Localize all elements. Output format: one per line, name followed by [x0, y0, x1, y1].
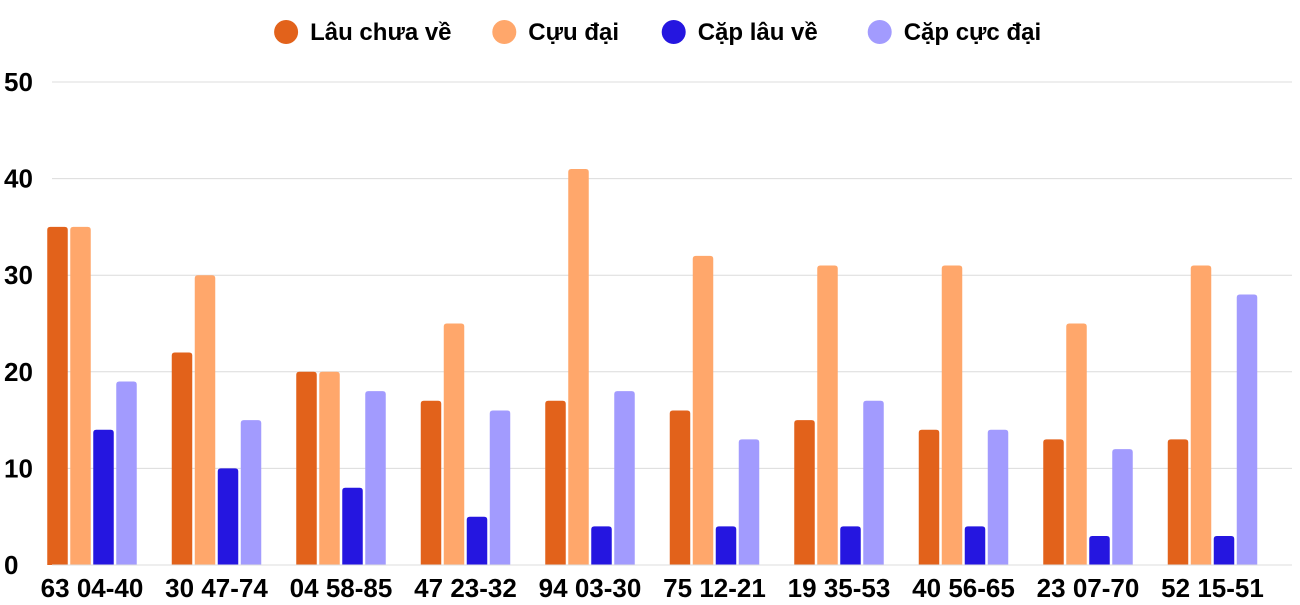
y-tick-label: 0: [4, 550, 18, 580]
bar-3-2: [217, 468, 239, 565]
x-tick-label: 04 58-85: [290, 573, 393, 600]
bar-4-1: [116, 381, 137, 565]
legend-label: Lâu chưa về: [310, 19, 451, 46]
x-tick-label: 30 47-74: [165, 573, 268, 600]
bar-2-5: [568, 168, 589, 565]
bar-2-3: [319, 371, 340, 565]
y-tick-label: 20: [4, 357, 33, 387]
bar-1-10: [1167, 439, 1189, 565]
legend: Lâu chưa về Cựu đại Cặp lâu về Cặp cực đại: [274, 19, 1041, 46]
x-tick-label: 19 35-53: [788, 573, 891, 600]
legend-swatch: [867, 20, 892, 44]
x-tick-label: 52 15-51: [1161, 573, 1264, 600]
bar-2-8: [941, 265, 963, 565]
bar-1-3: [296, 371, 317, 565]
bar-1-6: [669, 410, 691, 565]
x-tick-label: 47 23-32: [414, 573, 517, 600]
bar-1-5: [545, 400, 566, 565]
y-tick-label: 10: [4, 453, 33, 483]
bar-3-10: [1213, 536, 1235, 565]
legend-item: Lâu chưa về: [274, 19, 452, 46]
bar-2-1: [70, 226, 91, 565]
y-tick-label: 40: [4, 164, 33, 194]
x-tick-label: 75 12-21: [663, 573, 766, 600]
bar-3-8: [964, 526, 986, 565]
y-tick-label: 30: [4, 260, 33, 290]
bar-1-1: [47, 226, 68, 565]
bar-1-4: [420, 400, 442, 565]
bar-3-7: [840, 526, 861, 565]
bar-3-1: [93, 429, 114, 565]
bar-2-4: [443, 323, 465, 565]
y-tick-label: 50: [4, 67, 33, 97]
bar-4-3: [365, 391, 386, 565]
grid-lines: [52, 81, 1292, 469]
legend-swatch: [492, 20, 517, 44]
x-tick-label: 63 04-40: [41, 573, 144, 600]
legend-item: Cặp lâu về: [661, 19, 818, 46]
bar-4-9: [1112, 449, 1133, 565]
bar-4-7: [863, 400, 884, 565]
bar-3-6: [715, 526, 737, 565]
legend-label: Cặp cực đại: [904, 19, 1041, 46]
bar-4-2: [240, 420, 262, 565]
legend-label: Cặp lâu về: [698, 19, 818, 46]
bar-2-9: [1066, 323, 1087, 565]
bar-4-10: [1236, 294, 1258, 565]
bar-4-6: [738, 439, 760, 565]
legend-item: Cựu đại: [492, 19, 619, 46]
bar-3-3: [342, 487, 363, 565]
bar-2-6: [692, 255, 714, 565]
x-tick-label: 40 56-65: [912, 573, 1015, 600]
legend-label: Cựu đại: [528, 19, 619, 46]
bar-2-2: [194, 275, 216, 565]
legend-item: Cặp cực đại: [867, 19, 1041, 46]
axes: 0 10 20 30 40 50 63 04-40 30 47-74 04 58-85 47 23…: [4, 67, 1292, 603]
bar-4-5: [614, 391, 635, 565]
bar-1-7: [794, 420, 815, 565]
bar-2-10: [1190, 265, 1212, 565]
bars: [47, 168, 1258, 565]
bar-4-4: [489, 410, 511, 565]
x-tick-label: 23 07-70: [1037, 573, 1140, 600]
bar-4-8: [987, 429, 1009, 565]
x-tick-label: 94 03-30: [539, 573, 642, 600]
legend-swatch: [661, 20, 686, 44]
bar-3-5: [591, 526, 612, 565]
bar-1-8: [918, 429, 940, 565]
legend-swatch: [274, 20, 299, 44]
bar-3-4: [466, 516, 488, 565]
bar-1-2: [171, 352, 193, 565]
bar-3-9: [1089, 536, 1110, 565]
bar-2-7: [817, 265, 838, 565]
bar-1-9: [1043, 439, 1064, 565]
